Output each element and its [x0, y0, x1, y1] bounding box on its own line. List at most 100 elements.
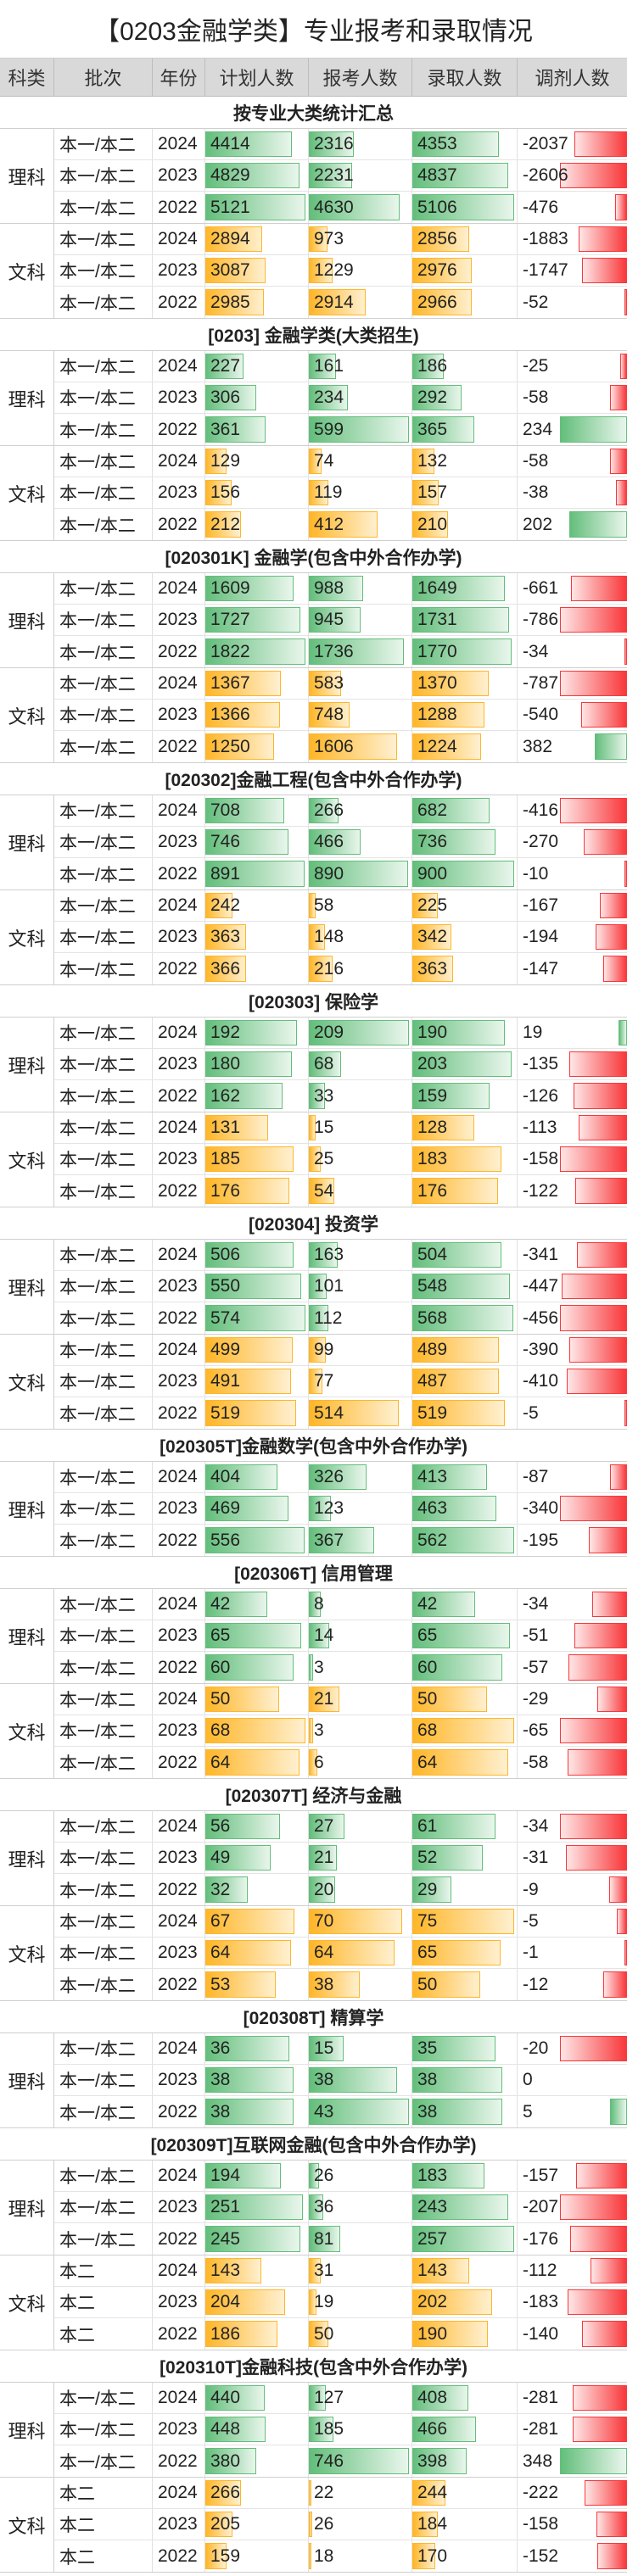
- batch-cell: 本一/本二: [54, 1049, 153, 1079]
- data-bar: [309, 1971, 360, 1998]
- year-cell: 2023: [153, 1366, 205, 1397]
- cell-value: 266: [210, 2483, 241, 2502]
- cell-value: 2022: [158, 1308, 198, 1328]
- plan-cell: 186: [205, 2318, 309, 2350]
- batch-cell: 本一/本二: [54, 1493, 153, 1524]
- year-cell: 2022: [153, 2223, 205, 2255]
- data-bar: [309, 1337, 326, 1363]
- cell-value: 32: [210, 1879, 231, 1899]
- data-bar: [205, 702, 280, 728]
- cell-value: 本一/本二: [59, 2040, 136, 2060]
- kelei-group: 理科 本一/本二 2024 1609 988 1649 -661 本一/本二 2023 1727 9…: [0, 573, 627, 668]
- cell-value: 2023: [158, 1625, 198, 1645]
- data-bar: [412, 1337, 499, 1363]
- table-row: 本一/本二 2024 1367 583 1370 -787: [54, 668, 627, 700]
- plan-cell: 556: [205, 1525, 309, 1556]
- plan-cell: 38: [205, 2096, 309, 2127]
- batch-cell: 本一/本二: [54, 1366, 153, 1397]
- table-row: 本一/本二 2024 4414 2316 4353 -2037: [54, 129, 627, 160]
- data-bar: [309, 1623, 329, 1648]
- cell-value: 2914: [314, 292, 354, 312]
- cell-value: -390: [523, 1340, 559, 1359]
- cell-value: -58: [523, 451, 549, 471]
- cell-value: 4414: [210, 134, 250, 153]
- adjust-bar: [569, 1051, 627, 1077]
- cell-value: 183: [417, 2166, 448, 2185]
- cell-value: 244: [417, 2483, 448, 2502]
- applicants-cell: 583: [309, 668, 412, 699]
- adjust-bar: [568, 1749, 627, 1776]
- cell-value: 1770: [417, 641, 457, 661]
- year-cell: 2022: [153, 731, 205, 762]
- cell-value: 本一/本二: [59, 1818, 136, 1837]
- data-bar: [205, 1083, 283, 1109]
- cell-value: 209: [314, 1023, 344, 1042]
- table-row: 本一/本二 2024 194 26 183 -157: [54, 2161, 627, 2192]
- adjusted-cell: -34: [518, 1589, 627, 1620]
- data-bar: [205, 2543, 227, 2569]
- cell-value: -157: [523, 2166, 559, 2185]
- table-row: 本一/本二 2022 2985 2914 2966 -52: [54, 287, 627, 318]
- cell-value: -10: [523, 863, 549, 884]
- cell-value: 367: [314, 1530, 344, 1550]
- cell-value: 26: [314, 2166, 334, 2185]
- adjust-bar: [560, 1496, 627, 1521]
- applicants-cell: 27: [309, 1811, 412, 1842]
- plan-cell: 1822: [205, 636, 309, 667]
- page-title: 【0203金融学类】专业报考和录取情况: [0, 0, 627, 59]
- cell-value: -2606: [523, 165, 568, 185]
- cell-value: 491: [210, 1371, 241, 1391]
- data-bar: [412, 861, 514, 887]
- admitted-cell: 243: [412, 2192, 518, 2222]
- kelei-label: 文科: [0, 446, 54, 540]
- adjust-bar: [619, 1020, 627, 1045]
- cell-value: 22: [314, 2483, 334, 2502]
- cell-value: -270: [523, 832, 559, 851]
- admitted-cell: 736: [412, 827, 518, 857]
- table-row: 本一/本二 2023 1366 748 1288 -540: [54, 700, 627, 731]
- cell-value: 891: [210, 863, 241, 884]
- year-cell: 2022: [153, 858, 205, 889]
- data-bar: [205, 924, 246, 950]
- admitted-cell: 487: [412, 1366, 518, 1397]
- data-bar: [412, 1115, 474, 1140]
- data-bar: [412, 226, 469, 252]
- cell-value: 2023: [158, 1149, 198, 1168]
- admitted-cell: 2966: [412, 287, 518, 318]
- adjust-bar: [585, 2480, 627, 2506]
- adjusted-cell: -207: [518, 2192, 627, 2222]
- data-bar: [412, 702, 484, 728]
- admitted-cell: 128: [412, 1112, 518, 1143]
- admitted-cell: 2856: [412, 224, 518, 254]
- data-bar: [309, 2194, 323, 2220]
- data-bar: [205, 480, 232, 505]
- plan-cell: 366: [205, 953, 309, 984]
- plan-cell: 2985: [205, 287, 309, 318]
- table-row: 本一/本二 2023 448 185 466 -281: [54, 2414, 627, 2445]
- applicants-cell: 64: [309, 1938, 412, 1968]
- applicants-cell: 1736: [309, 636, 412, 667]
- table-row: 本一/本二 2024 50 21 50 -29: [54, 1684, 627, 1715]
- data-bar: [412, 258, 472, 283]
- data-bar: [205, 2417, 266, 2442]
- year-cell: 2023: [153, 1049, 205, 1079]
- cell-value: 1224: [417, 736, 457, 756]
- adjust-bar: [567, 1369, 627, 1394]
- cell-value: -147: [523, 958, 559, 979]
- cell-value: 4353: [417, 134, 457, 153]
- cell-value: 202: [417, 2292, 448, 2311]
- batch-cell: 本一/本二: [54, 1684, 153, 1715]
- cell-value: 本一/本二: [59, 1087, 136, 1107]
- applicants-cell: 326: [309, 1462, 412, 1492]
- cell-value: 2023: [158, 165, 198, 185]
- data-bar: [309, 1749, 317, 1776]
- kelei-label: 文科: [0, 2255, 54, 2350]
- batch-cell: 本二: [54, 2318, 153, 2350]
- cell-value: 本一/本二: [59, 738, 136, 758]
- data-bar: [309, 2543, 311, 2569]
- cell-value: 2024: [158, 1340, 198, 1359]
- year-cell: 2023: [153, 382, 205, 413]
- table-row: 本一/本二 2024 1609 988 1649 -661: [54, 573, 627, 605]
- plan-cell: 1609: [205, 573, 309, 604]
